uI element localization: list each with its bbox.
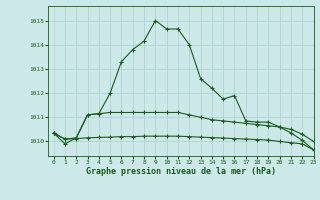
X-axis label: Graphe pression niveau de la mer (hPa): Graphe pression niveau de la mer (hPa) [86,167,276,176]
